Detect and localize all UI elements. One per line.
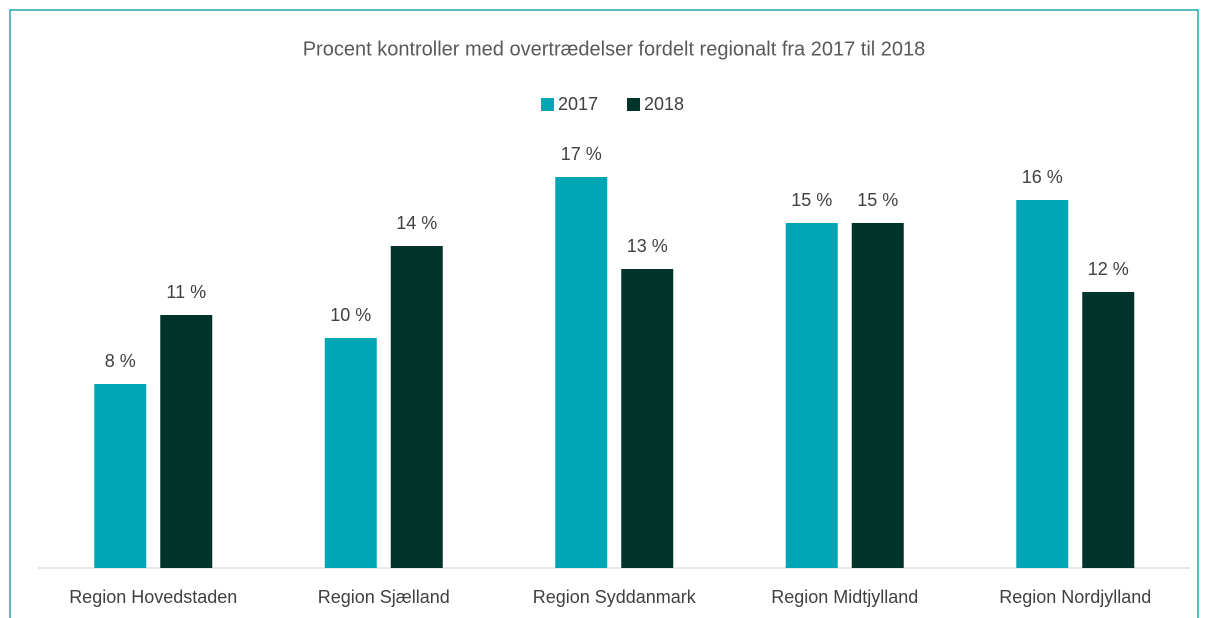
data-label: 10 %	[330, 305, 371, 325]
data-label: 8 %	[105, 351, 136, 371]
x-tick-label: Region Sjælland	[318, 587, 450, 607]
data-label: 15 %	[791, 190, 832, 210]
bar	[785, 223, 838, 568]
legend-swatch	[627, 98, 640, 111]
bar	[555, 177, 608, 568]
bar	[1082, 292, 1135, 568]
legend-swatch	[541, 98, 554, 111]
chart-title: Procent kontroller med overtrædelser for…	[303, 38, 926, 60]
bar	[851, 223, 904, 568]
x-tick-label: Region Nordjylland	[999, 587, 1151, 607]
bar	[1016, 200, 1069, 568]
data-label: 17 %	[561, 144, 602, 164]
bar	[94, 384, 147, 568]
legend-label: 2018	[644, 94, 684, 114]
data-label: 15 %	[857, 190, 898, 210]
data-label: 14 %	[396, 213, 437, 233]
data-label: 13 %	[627, 236, 668, 256]
data-label: 11 %	[166, 282, 206, 302]
bar	[324, 338, 377, 568]
data-label: 12 %	[1088, 259, 1129, 279]
frame	[9, 9, 1199, 618]
bar	[621, 269, 674, 568]
data-label: 16 %	[1022, 167, 1063, 187]
bar	[160, 315, 213, 568]
x-tick-label: Region Hovedstaden	[69, 587, 237, 607]
x-tick-label: Region Syddanmark	[533, 587, 697, 607]
x-tick-label: Region Midtjylland	[771, 587, 918, 607]
bar	[390, 246, 443, 568]
legend-label: 2017	[558, 94, 598, 114]
